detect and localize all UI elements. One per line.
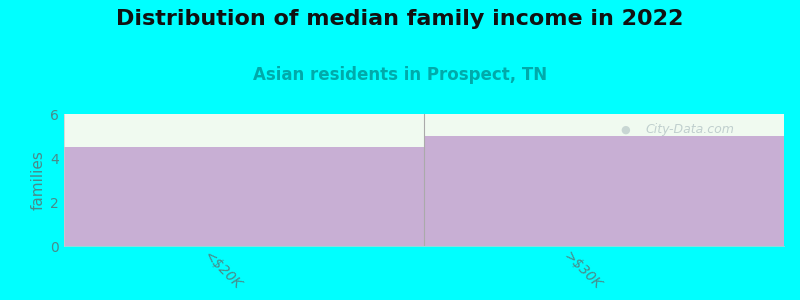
Bar bbox=[424, 136, 784, 246]
Text: City-Data.com: City-Data.com bbox=[646, 123, 735, 136]
Bar bbox=[64, 147, 424, 246]
Text: Asian residents in Prospect, TN: Asian residents in Prospect, TN bbox=[253, 66, 547, 84]
Y-axis label: families: families bbox=[31, 150, 46, 210]
Text: ●: ● bbox=[621, 125, 630, 135]
Text: Distribution of median family income in 2022: Distribution of median family income in … bbox=[116, 9, 684, 29]
